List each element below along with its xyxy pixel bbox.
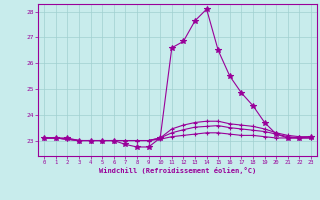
X-axis label: Windchill (Refroidissement éolien,°C): Windchill (Refroidissement éolien,°C) [99, 167, 256, 174]
